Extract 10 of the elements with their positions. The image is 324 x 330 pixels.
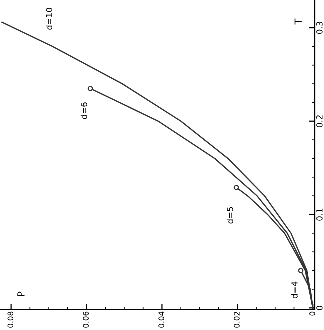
y-tick-label: 0.3	[316, 22, 323, 34]
y-tick-label: 0	[316, 306, 323, 310]
text: d=10	[46, 8, 52, 30]
annotation: P	[18, 292, 25, 296]
y-axis-title: T	[294, 18, 302, 25]
text: d=5	[226, 207, 234, 224]
text: d=4	[291, 282, 298, 299]
y-tick-label: 0.1	[316, 208, 323, 221]
y-tick-label: 0.2	[316, 116, 323, 128]
text: d=6	[80, 102, 88, 120]
